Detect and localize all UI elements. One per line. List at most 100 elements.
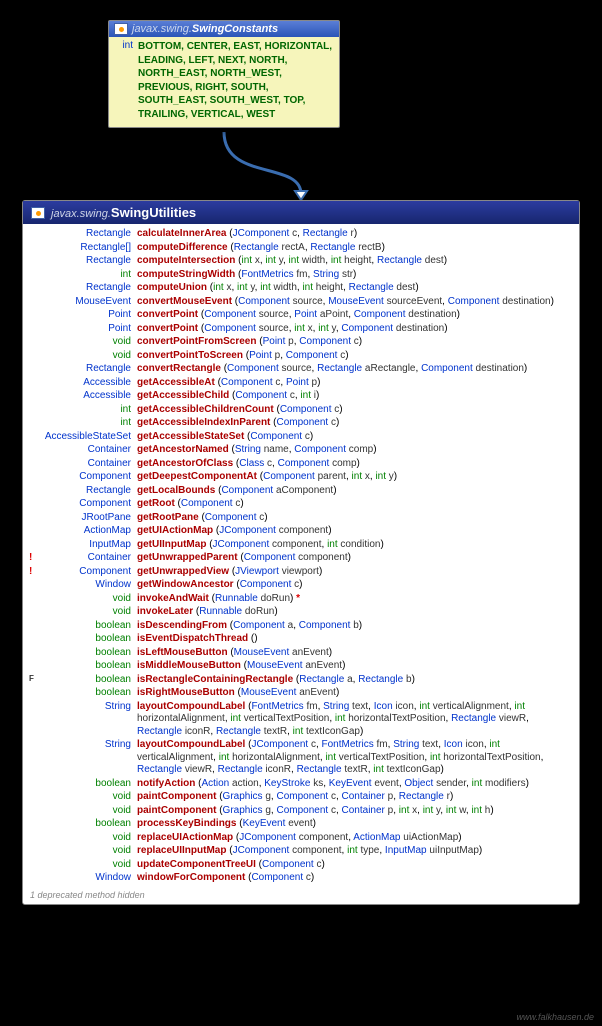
interface-icon — [114, 23, 128, 35]
method-signature: invokeLater (Runnable doRun) — [137, 606, 573, 619]
return-type: void — [37, 805, 137, 818]
return-type: Component — [37, 566, 137, 579]
method-signature: convertPointToScreen (Point p, Component… — [137, 350, 573, 363]
watermark: www.falkhausen.de — [516, 1012, 594, 1022]
method-row: StringlayoutCompoundLabel (FontMetrics f… — [29, 701, 573, 739]
return-type: void — [37, 791, 137, 804]
method-signature: convertMouseEvent (Component source, Mou… — [137, 296, 573, 309]
method-row: AccessiblegetAccessibleChild (Component … — [29, 390, 573, 403]
method-marker: F — [29, 674, 37, 684]
return-type: boolean — [37, 818, 137, 831]
method-signature: getAccessibleIndexInParent (Component c) — [137, 417, 573, 430]
method-row: booleanisLeftMouseButton (MouseEvent anE… — [29, 647, 573, 660]
method-signature: getAccessibleChildrenCount (Component c) — [137, 404, 573, 417]
method-row: Rectangle[]computeDifference (Rectangle … — [29, 242, 573, 255]
method-signature: getAncestorNamed (String name, Component… — [137, 444, 573, 457]
method-row: StringlayoutCompoundLabel (JComponent c,… — [29, 739, 573, 777]
method-signature: windowForComponent (Component c) — [137, 872, 573, 885]
interface-swingconstants: javax.swing.SwingConstants int BOTTOM, C… — [108, 20, 340, 128]
method-signature: paintComponent (Graphics g, Component c,… — [137, 791, 573, 804]
method-row: intgetAccessibleIndexInParent (Component… — [29, 417, 573, 430]
interface-classname: SwingConstants — [192, 23, 278, 35]
return-type: void — [37, 336, 137, 349]
class-icon — [31, 207, 45, 219]
return-type: boolean — [37, 687, 137, 700]
return-type: Point — [37, 323, 137, 336]
method-signature: getRootPane (Component c) — [137, 512, 573, 525]
method-signature: getUIActionMap (JComponent component) — [137, 525, 573, 538]
method-row: MouseEventconvertMouseEvent (Component s… — [29, 296, 573, 309]
method-signature: getAccessibleAt (Component c, Point p) — [137, 377, 573, 390]
method-signature: processKeyBindings (KeyEvent event) — [137, 818, 573, 831]
interface-header: javax.swing.SwingConstants — [109, 21, 339, 37]
method-signature: isRectangleContainingRectangle (Rectangl… — [137, 674, 573, 687]
method-marker: ! — [29, 566, 37, 579]
method-row: PointconvertPoint (Component source, Poi… — [29, 309, 573, 322]
return-type: Rectangle — [37, 255, 137, 268]
method-signature: layoutCompoundLabel (JComponent c, FontM… — [137, 739, 573, 777]
method-signature: convertPoint (Component source, Point aP… — [137, 309, 573, 322]
return-type: JRootPane — [37, 512, 137, 525]
return-type: void — [37, 606, 137, 619]
return-type: Container — [37, 444, 137, 457]
return-type: int — [37, 417, 137, 430]
method-signature: calculateInnerArea (JComponent c, Rectan… — [137, 228, 573, 241]
return-type: Window — [37, 872, 137, 885]
method-signature: paintComponent (Graphics g, Component c,… — [137, 805, 573, 818]
return-type: boolean — [37, 660, 137, 673]
interface-package: javax.swing. — [132, 23, 192, 35]
method-row: intgetAccessibleChildrenCount (Component… — [29, 404, 573, 417]
method-row: ComponentgetRoot (Component c) — [29, 498, 573, 511]
method-row: booleanisEventDispatchThread () — [29, 633, 573, 646]
interface-body: int BOTTOM, CENTER, EAST, HORIZONTAL, LE… — [109, 37, 339, 127]
method-row: RectanglecomputeUnion (int x, int y, int… — [29, 282, 573, 295]
method-signature: getUIInputMap (JComponent component, int… — [137, 539, 573, 552]
return-type: Rectangle — [37, 282, 137, 295]
method-signature: getDeepestComponentAt (Component parent,… — [137, 471, 573, 484]
return-type: Rectangle — [37, 228, 137, 241]
method-row: InputMapgetUIInputMap (JComponent compon… — [29, 539, 573, 552]
method-signature: getUnwrappedParent (Component component) — [137, 552, 573, 565]
method-signature: getWindowAncestor (Component c) — [137, 579, 573, 592]
method-row: voidinvokeAndWait (Runnable doRun) * — [29, 593, 573, 606]
method-row: booleanisRightMouseButton (MouseEvent an… — [29, 687, 573, 700]
class-package: javax.swing. — [51, 208, 111, 220]
method-signature: getRoot (Component c) — [137, 498, 573, 511]
method-row: WindowwindowForComponent (Component c) — [29, 872, 573, 885]
method-signature: invokeAndWait (Runnable doRun) * — [137, 593, 573, 606]
method-signature: getAncestorOfClass (Class c, Component c… — [137, 458, 573, 471]
method-row: voidconvertPointToScreen (Point p, Compo… — [29, 350, 573, 363]
method-row: voidpaintComponent (Graphics g, Componen… — [29, 805, 573, 818]
return-type: Rectangle — [37, 485, 137, 498]
method-row: ActionMapgetUIActionMap (JComponent comp… — [29, 525, 573, 538]
return-type: boolean — [37, 778, 137, 791]
method-row: booleanisMiddleMouseButton (MouseEvent a… — [29, 660, 573, 673]
class-header: javax.swing.SwingUtilities — [23, 201, 579, 224]
method-row: !ComponentgetUnwrappedView (JViewport vi… — [29, 566, 573, 579]
method-row: AccessibleStateSetgetAccessibleStateSet … — [29, 431, 573, 444]
method-row: JRootPanegetRootPane (Component c) — [29, 512, 573, 525]
method-row: voidpaintComponent (Graphics g, Componen… — [29, 791, 573, 804]
method-signature: convertPoint (Component source, int x, i… — [137, 323, 573, 336]
class-swingutilities: javax.swing.SwingUtilities Rectanglecalc… — [22, 200, 580, 905]
method-row: booleannotifyAction (Action action, KeyS… — [29, 778, 573, 791]
return-type: void — [37, 859, 137, 872]
method-row: RectanglecomputeIntersection (int x, int… — [29, 255, 573, 268]
return-type: MouseEvent — [37, 296, 137, 309]
method-signature: updateComponentTreeUI (Component c) — [137, 859, 573, 872]
method-row: intcomputeStringWidth (FontMetrics fm, S… — [29, 269, 573, 282]
return-type: Component — [37, 498, 137, 511]
method-signature: isDescendingFrom (Component a, Component… — [137, 620, 573, 633]
class-classname: SwingUtilities — [111, 205, 196, 220]
return-type: void — [37, 832, 137, 845]
deprecated-note: 1 deprecated method hidden — [23, 888, 579, 904]
method-signature: notifyAction (Action action, KeyStroke k… — [137, 778, 573, 791]
return-type: boolean — [37, 647, 137, 660]
method-row: voidreplaceUIInputMap (JComponent compon… — [29, 845, 573, 858]
method-row: !ContainergetUnwrappedParent (Component … — [29, 552, 573, 565]
return-type: boolean — [37, 674, 137, 687]
method-row: AccessiblegetAccessibleAt (Component c, … — [29, 377, 573, 390]
method-row: RectanglecalculateInnerArea (JComponent … — [29, 228, 573, 241]
interface-constants: BOTTOM, CENTER, EAST, HORIZONTAL, LEADIN… — [138, 40, 333, 121]
method-signature: replaceUIInputMap (JComponent component,… — [137, 845, 573, 858]
